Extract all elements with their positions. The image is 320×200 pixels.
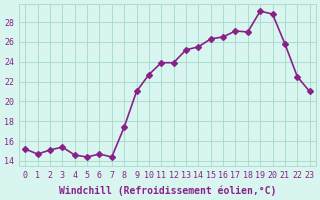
X-axis label: Windchill (Refroidissement éolien,°C): Windchill (Refroidissement éolien,°C) — [59, 185, 276, 196]
